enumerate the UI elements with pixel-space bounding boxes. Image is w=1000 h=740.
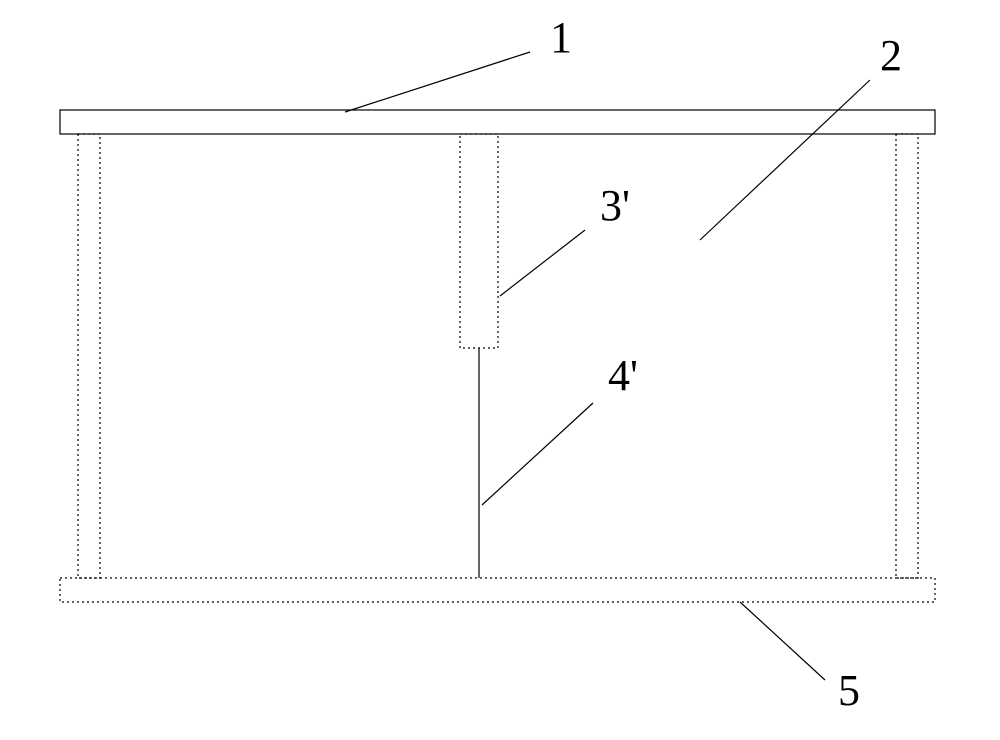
label-3prime: 3' (600, 181, 630, 230)
left-inner-wall (78, 134, 100, 578)
label-2: 2 (880, 31, 902, 80)
label-4prime: 4' (608, 351, 638, 400)
label-leader-4prime (482, 403, 593, 505)
label-1: 1 (550, 13, 572, 62)
label-leader-5 (740, 602, 825, 680)
technical-diagram: 1 2 5 3' 4' (0, 0, 1000, 740)
labels: 1 2 5 3' 4' (345, 13, 902, 715)
right-inner-wall (896, 134, 918, 578)
label-5: 5 (838, 666, 860, 715)
bottom-plate (60, 578, 935, 602)
center-tube (460, 134, 498, 348)
label-leader-1 (345, 52, 530, 112)
label-leader-3prime (500, 230, 585, 296)
label-leader-2 (700, 80, 870, 240)
top-plate (60, 110, 935, 134)
